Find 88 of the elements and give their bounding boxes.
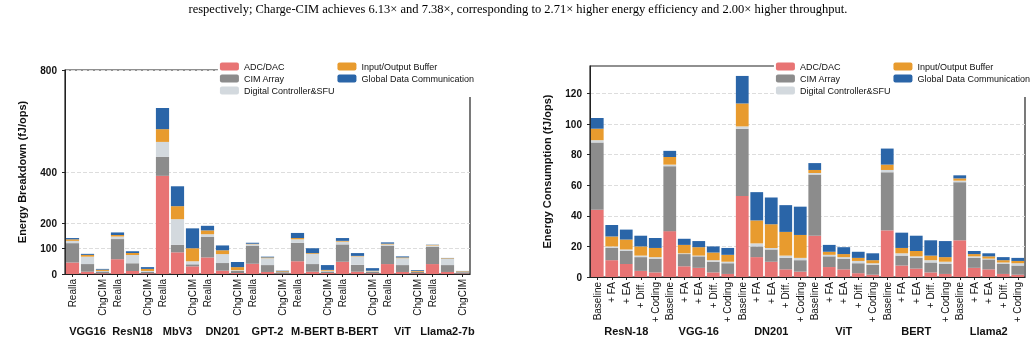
x-tick-label: + EA — [838, 281, 850, 304]
x-tick-label: + EA — [910, 281, 922, 304]
legend-label: ADC/DAC — [243, 61, 285, 72]
x-tick-label: + EA — [693, 281, 705, 304]
y-tick-label: 0 — [576, 271, 583, 283]
x-tick-label: Baseline — [809, 281, 821, 321]
x-tick-label: + EA — [620, 281, 632, 304]
y-axis-title: Energy Consumption (fJ/ops) — [540, 94, 553, 249]
text: M-BERT — [291, 324, 335, 337]
x-tick-label: Realla — [337, 278, 348, 308]
legend-label: Digital Controller&SFU — [243, 85, 335, 96]
text: ViT — [394, 324, 412, 337]
x-tick-label: ChgCIM — [322, 279, 333, 316]
text: BERT — [901, 324, 932, 337]
legend-label: Global Data Communication — [917, 73, 1031, 84]
text: ResN-18 — [604, 324, 649, 337]
x-tick-label: Realla — [292, 278, 303, 308]
y-tick-label: 40 — [570, 210, 583, 222]
legend-label: Input/Output Buffer — [361, 61, 438, 72]
text: DN201 — [205, 324, 240, 337]
x-tick-label: ChgCIM — [457, 279, 468, 316]
x-tick-label: + Coding — [867, 282, 879, 323]
x-tick-label: Realla — [67, 278, 78, 308]
legend-label: Global Data Communication — [361, 73, 475, 84]
x-tick-label: Realla — [247, 278, 258, 308]
x-tick-label: Realla — [382, 278, 393, 308]
x-tick-label: ChgCIM — [187, 279, 198, 316]
legend-label: CIM Array — [799, 73, 841, 84]
text: MbV3 — [162, 324, 193, 337]
x-tick-label: + FA — [896, 281, 908, 303]
text: VGG-16 — [678, 324, 719, 337]
x-tick-label: + Diff. — [852, 282, 864, 309]
y-tick-label: 20 — [570, 240, 583, 252]
x-tick-label: + Diff. — [925, 282, 937, 309]
y-tick-label: 100 — [565, 118, 583, 130]
x-tick-label: Realla — [202, 278, 213, 308]
x-tick-label: + EA — [983, 281, 995, 304]
text: Llama2-7b — [420, 324, 475, 337]
x-tick-label: Realla — [427, 278, 438, 308]
text: respectively; Charge-CIM achieves 6.13× and 7.38×, corresponding to 2.71× higher energy efficiency and 2.00× higher throughput. — [187, 2, 849, 17]
y-axis-title: Energy Breakdown (fJ/ops) — [15, 100, 28, 244]
x-tick-label: + Diff. — [780, 282, 792, 309]
x-tick-label: + FA — [751, 281, 763, 303]
x-tick-label: Realla — [112, 278, 123, 308]
legend-label: Input/Output Buffer — [917, 61, 994, 72]
x-tick-label: Realla — [157, 278, 168, 308]
text: B-BERT — [336, 324, 379, 337]
x-tick-label: + FA — [968, 281, 980, 303]
x-tick-label: ChgCIM — [412, 279, 423, 316]
x-tick-label: + Coding — [1012, 282, 1024, 323]
legend-label: CIM Array — [243, 73, 285, 84]
text: GPT-2 — [251, 324, 284, 337]
x-tick-label: + Diff. — [707, 282, 719, 309]
y-tick-label: 400 — [40, 166, 58, 178]
text: ViT — [835, 324, 853, 337]
text: ResN18 — [112, 324, 153, 337]
x-tick-label: ChgCIM — [97, 279, 108, 316]
x-tick-label: Baseline — [954, 281, 966, 321]
x-tick-label: Baseline — [664, 281, 676, 321]
x-tick-label: ChgCIM — [367, 279, 378, 316]
x-tick-label: Baseline — [881, 281, 893, 321]
y-tick-label: 0 — [51, 268, 58, 280]
y-tick-label: 80 — [570, 149, 583, 161]
x-tick-label: ChgCIM — [232, 279, 243, 316]
text: VGG16 — [69, 324, 106, 337]
x-tick-label: + Diff. — [635, 282, 647, 309]
x-tick-label: + FA — [823, 281, 835, 303]
x-tick-label: Baseline — [591, 281, 603, 321]
x-tick-label: + Coding — [649, 282, 661, 323]
x-tick-label: + Coding — [722, 282, 734, 323]
legend-label: Digital Controller&SFU — [799, 85, 891, 96]
x-tick-label: Baseline — [736, 281, 748, 321]
y-tick-label: 800 — [40, 64, 58, 76]
x-tick-label: + FA — [606, 281, 618, 303]
x-tick-label: ChgCIM — [277, 279, 288, 316]
text: Llama2 — [969, 324, 1008, 337]
y-tick-label: 60 — [570, 179, 583, 191]
y-tick-label: 120 — [565, 88, 583, 100]
y-tick-label: 200 — [40, 217, 58, 229]
legend-label: ADC/DAC — [799, 61, 841, 72]
text: DN201 — [754, 324, 789, 337]
x-tick-label: + Coding — [939, 282, 951, 323]
y-tick-label: 100 — [40, 243, 58, 254]
x-tick-label: + Coding — [794, 282, 806, 323]
x-tick-label: + FA — [678, 281, 690, 303]
x-tick-label: + Diff. — [997, 282, 1009, 309]
x-tick-label: + EA — [765, 281, 777, 304]
x-tick-label: ChgCIM — [142, 279, 153, 316]
